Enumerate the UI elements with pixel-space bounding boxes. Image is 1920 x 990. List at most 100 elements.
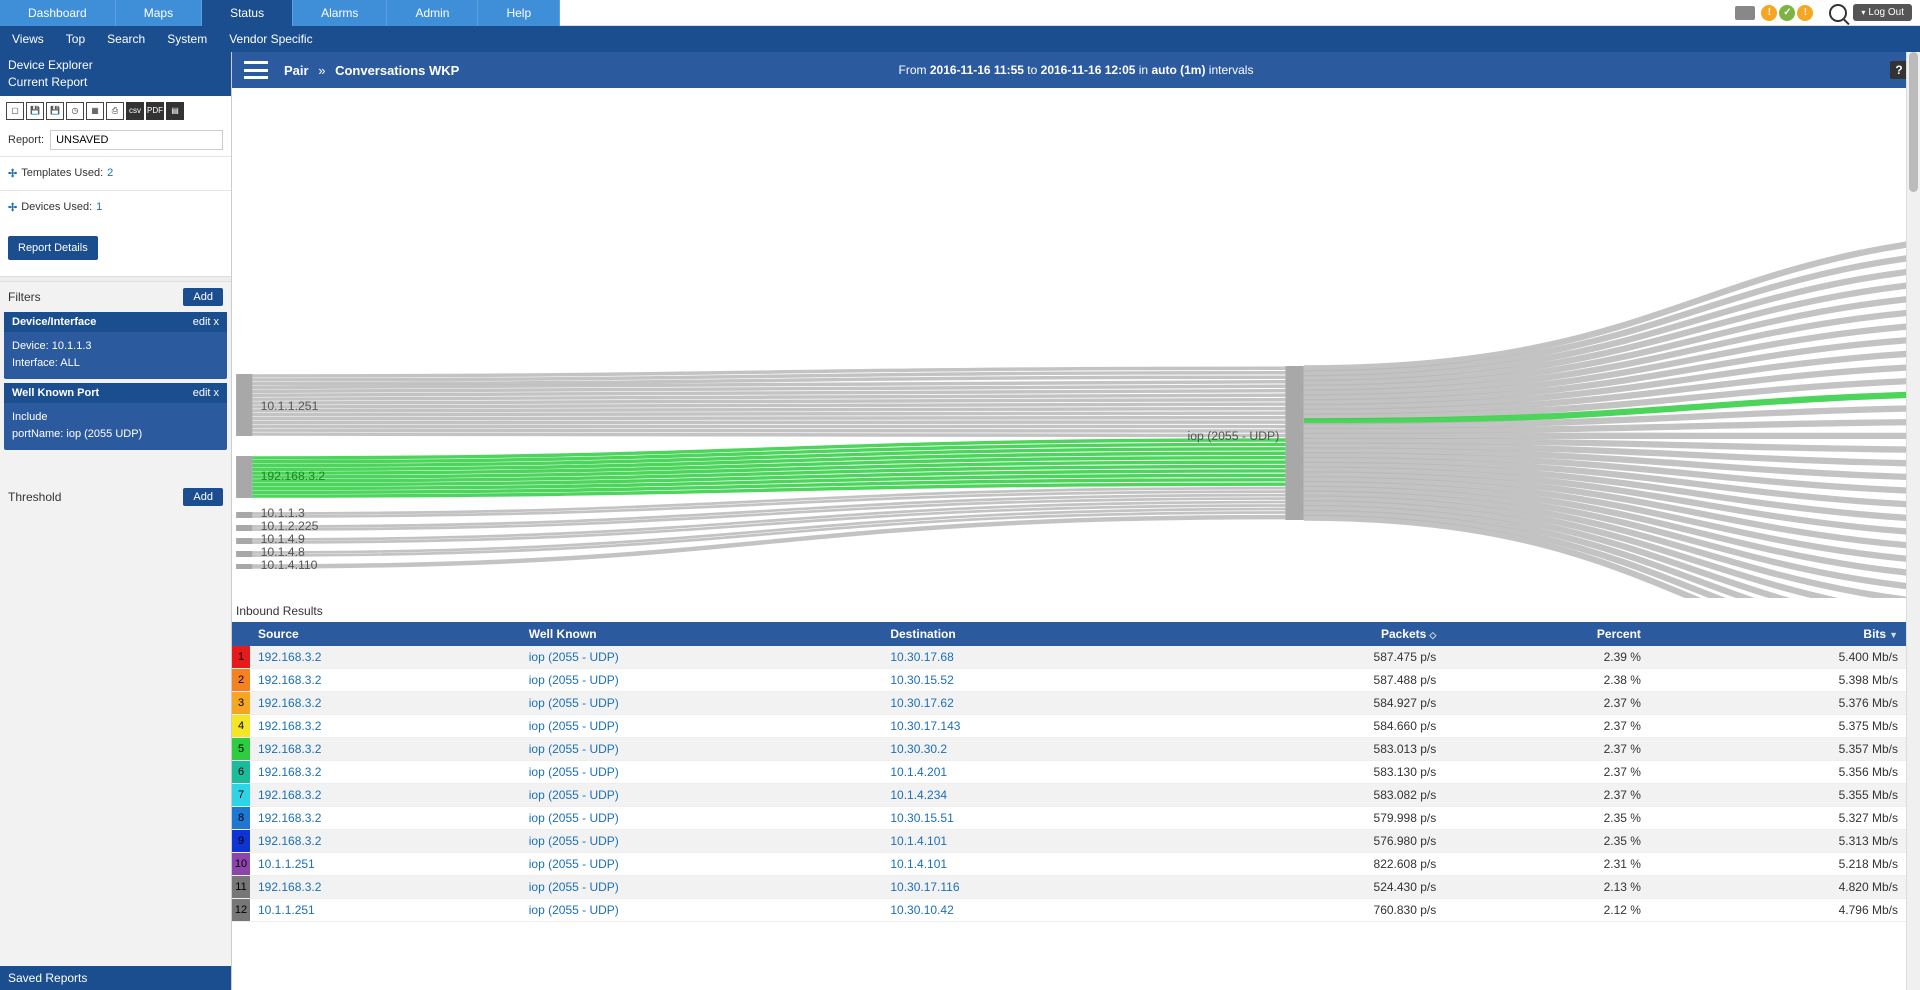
ok-icon[interactable]: ✓ [1779,5,1795,21]
cell-pkts: 584.660 p/s [1176,715,1444,738]
table-row[interactable]: 1010.1.1.251iop (2055 - UDP)10.1.4.10182… [232,853,1906,876]
table-row[interactable]: 5192.168.3.2iop (2055 - UDP)10.30.30.258… [232,738,1906,761]
devices-count: 1 [96,201,102,213]
breadcrumb: Pair » Conversations WKP [284,63,459,78]
cell-src: 192.168.3.2 [250,784,521,807]
scrollbar[interactable] [1906,52,1920,990]
top-nav: DashboardMapsStatusAlarmsAdminHelp ! ✓ !… [0,0,1920,26]
cell-pkts: 583.130 p/s [1176,761,1444,784]
subnav-system[interactable]: System [167,32,207,46]
clock-icon[interactable]: ◷ [66,102,84,120]
top-right-tools: ! ✓ ! Log Out [560,0,1920,26]
add-threshold-button[interactable]: Add [183,488,223,506]
col-pkts[interactable]: Packets◇ [1176,622,1444,646]
logout-button[interactable]: Log Out [1853,4,1912,21]
cell-pkts: 583.082 p/s [1176,784,1444,807]
add-filter-button[interactable]: Add [183,288,223,306]
time-to[interactable]: 2016-11-16 12:05 [1041,63,1136,77]
subnav-top[interactable]: Top [66,32,85,46]
cell-pct: 2.37 % [1444,692,1649,715]
nav-tab-maps[interactable]: Maps [116,0,202,26]
cell-dst: 10.30.10.42 [882,899,1176,922]
rank-cell: 2 [232,669,250,692]
grid-icon[interactable]: ▦ [86,102,104,120]
table-row[interactable]: 9192.168.3.2iop (2055 - UDP)10.1.4.10157… [232,830,1906,853]
table-row[interactable]: 4192.168.3.2iop (2055 - UDP)10.30.17.143… [232,715,1906,738]
cell-dst: 10.30.15.52 [882,669,1176,692]
cell-bits: 4.796 Mb/s [1649,899,1906,922]
new-icon[interactable]: ▢ [6,102,24,120]
table-row[interactable]: 1210.1.1.251iop (2055 - UDP)10.30.10.427… [232,899,1906,922]
main-scroller[interactable]: 10.1.1.251192.168.3.210.1.1.310.1.2.2251… [232,88,1920,990]
col-src[interactable]: Source [250,622,521,646]
cell-pkts: 579.998 p/s [1176,807,1444,830]
save-icon[interactable]: 💾 [26,102,44,120]
sankey-diagram[interactable]: 10.1.1.251192.168.3.210.1.1.310.1.2.2251… [232,88,1906,598]
nav-tab-status[interactable]: Status [202,0,293,26]
menu-icon[interactable] [244,61,268,79]
nav-tab-dashboard[interactable]: Dashboard [0,0,116,26]
table-row[interactable]: 2192.168.3.2iop (2055 - UDP)10.30.15.525… [232,669,1906,692]
cell-src: 192.168.3.2 [250,692,521,715]
nav-tab-alarms[interactable]: Alarms [293,0,387,26]
cell-dst: 10.30.17.68 [882,646,1176,669]
time-interval[interactable]: auto (1m) [1151,63,1205,77]
cell-wk: iop (2055 - UDP) [521,738,883,761]
table-row[interactable]: 6192.168.3.2iop (2055 - UDP)10.1.4.20158… [232,761,1906,784]
expand-icon[interactable]: ✢ [8,201,17,214]
cell-wk: iop (2055 - UDP) [521,761,883,784]
report-toolbar: ▢ 💾 💾 ◷ ▦ ⎙ csv PDF ▤ [0,96,231,124]
results-title: Inbound Results [232,598,1906,622]
subnav-views[interactable]: Views [12,32,44,46]
export-icon[interactable]: ▤ [166,102,184,120]
subnav-search[interactable]: Search [107,32,145,46]
col-rank[interactable] [232,622,250,646]
col-wk[interactable]: Well Known [521,622,883,646]
search-icon[interactable] [1829,4,1847,22]
saved-reports-header[interactable]: Saved Reports [0,966,231,990]
cell-dst: 10.30.17.116 [882,876,1176,899]
csv-icon[interactable]: csv [126,102,144,120]
rank-cell: 7 [232,784,250,807]
svg-text:10.1.4.9: 10.1.4.9 [261,532,305,546]
cell-bits: 5.356 Mb/s [1649,761,1906,784]
col-pct[interactable]: Percent [1444,622,1649,646]
cell-wk: iop (2055 - UDP) [521,784,883,807]
print-icon[interactable]: ⎙ [106,102,124,120]
cell-pkts: 587.475 p/s [1176,646,1444,669]
table-row[interactable]: 3192.168.3.2iop (2055 - UDP)10.30.17.625… [232,692,1906,715]
table-row[interactable]: 8192.168.3.2iop (2055 - UDP)10.30.15.515… [232,807,1906,830]
col-dst[interactable]: Destination [882,622,1176,646]
alert2-icon[interactable]: ! [1797,5,1813,21]
filter-actions[interactable]: edit x [193,387,219,399]
device-icon [1735,6,1755,20]
alert-icon[interactable]: ! [1761,5,1777,21]
pdf-icon[interactable]: PDF [146,102,164,120]
report-name-input[interactable] [50,130,223,150]
nav-tab-admin[interactable]: Admin [387,0,478,26]
table-row[interactable]: 1192.168.3.2iop (2055 - UDP)10.30.17.685… [232,646,1906,669]
table-row[interactable]: 7192.168.3.2iop (2055 - UDP)10.1.4.23458… [232,784,1906,807]
breadcrumb-root[interactable]: Pair [284,63,309,78]
rank-cell: 12 [232,899,250,922]
expand-icon[interactable]: ✢ [8,167,17,180]
templates-used-row[interactable]: ✢ Templates Used: 2 [0,156,231,190]
col-bits[interactable]: Bits▼ [1649,622,1906,646]
cell-src: 192.168.3.2 [250,876,521,899]
cell-src: 10.1.1.251 [250,899,521,922]
filter-line: portName: iop (2055 UDP) [12,426,219,444]
cell-pct: 2.12 % [1444,899,1649,922]
time-from[interactable]: 2016-11-16 11:55 [930,63,1024,77]
cell-src: 192.168.3.2 [250,715,521,738]
report-details-button[interactable]: Report Details [8,236,98,260]
devices-used-row[interactable]: ✢ Devices Used: 1 [0,190,231,224]
cell-pct: 2.35 % [1444,807,1649,830]
filter-actions[interactable]: edit x [193,316,219,328]
cell-pct: 2.35 % [1444,830,1649,853]
filter-title: Well Known Port [12,387,99,399]
nav-tab-help[interactable]: Help [478,0,560,26]
rank-cell: 9 [232,830,250,853]
saveas-icon[interactable]: 💾 [46,102,64,120]
table-row[interactable]: 11192.168.3.2iop (2055 - UDP)10.30.17.11… [232,876,1906,899]
subnav-vendor-specific[interactable]: Vendor Specific [229,32,312,46]
